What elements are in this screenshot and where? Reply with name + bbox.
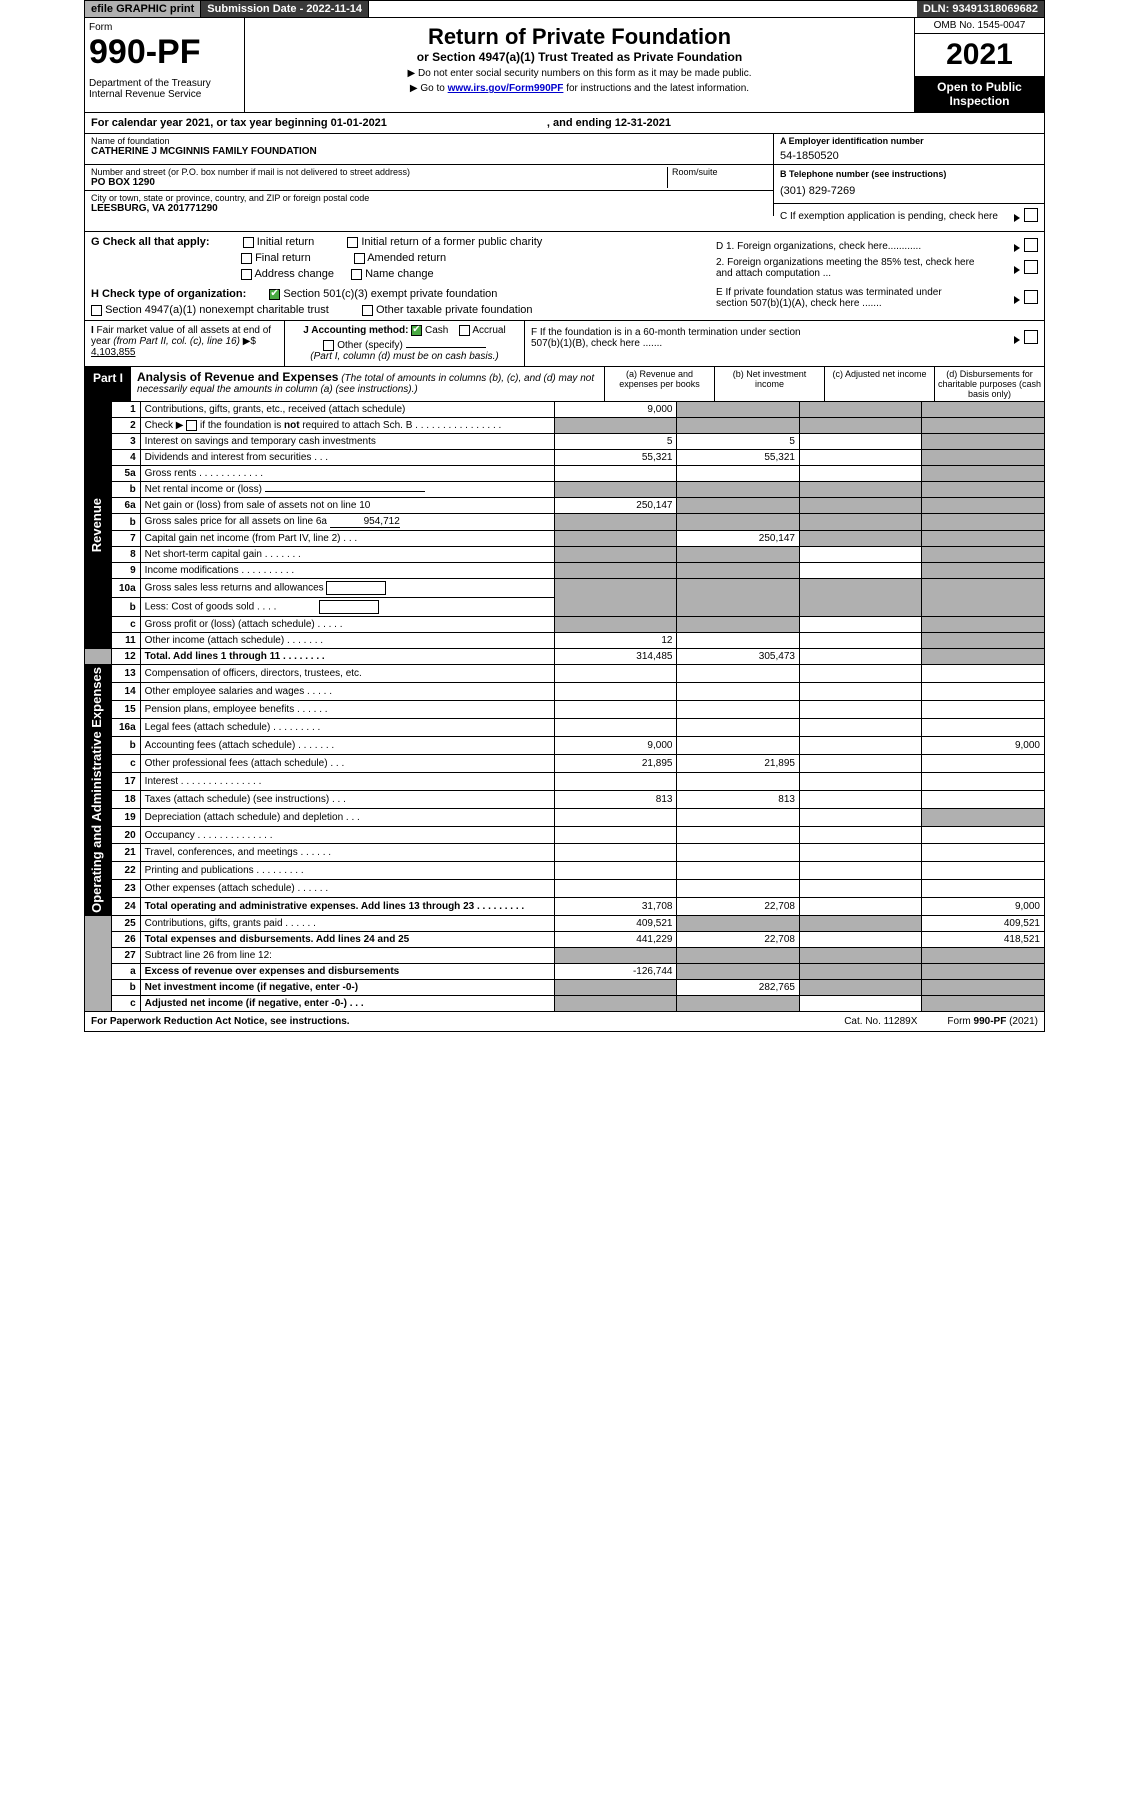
form-header: Form 990-PF Department of the TreasuryIn… (84, 18, 1045, 113)
ein-label: A Employer identification number (780, 136, 1038, 146)
initial-return-checkbox[interactable] (243, 237, 254, 248)
h-label: H Check type of organization: (91, 288, 246, 300)
tax-year: 2021 (915, 34, 1044, 76)
address-label: Number and street (or P.O. box number if… (91, 167, 667, 177)
omb-number: OMB No. 1545-0047 (915, 18, 1044, 34)
instruction-1: ▶ Do not enter social security numbers o… (251, 68, 908, 79)
calendar-year-row: For calendar year 2021, or tax year begi… (84, 113, 1045, 134)
footer: For Paperwork Reduction Act Notice, see … (84, 1012, 1045, 1032)
pra-notice: For Paperwork Reduction Act Notice, see … (91, 1016, 350, 1027)
arrow-icon (1014, 296, 1020, 304)
arrow-icon (1014, 244, 1020, 252)
arrow-icon (1014, 214, 1020, 222)
d2-checkbox[interactable] (1024, 260, 1038, 274)
final-return-checkbox[interactable] (241, 253, 252, 264)
i-value: 4,103,855 (91, 347, 136, 358)
col-c-header: (c) Adjusted net income (824, 367, 934, 401)
tel-label: B Telephone number (see instructions) (780, 169, 1038, 179)
col-b-header: (b) Net investment income (714, 367, 824, 401)
s501-checkbox[interactable] (269, 289, 280, 300)
other-method-checkbox[interactable] (323, 340, 334, 351)
form-ref: Form 990-PF (2021) (947, 1016, 1038, 1027)
city-label: City or town, state or province, country… (91, 193, 767, 203)
part-1-table: Revenue 1Contributions, gifts, grants, e… (84, 402, 1045, 1012)
open-public: Open to PublicInspection (915, 76, 1044, 112)
dln: DLN: 93491318069682 (917, 1, 1044, 17)
cat-no: Cat. No. 11289X (844, 1016, 917, 1027)
initial-former-checkbox[interactable] (347, 237, 358, 248)
form-title: Return of Private Foundation (251, 24, 908, 50)
room-label: Room/suite (672, 167, 767, 177)
i-label: I Fair market value of all assets at end… (91, 325, 271, 347)
c-checkbox[interactable] (1024, 208, 1038, 222)
efile-print-button[interactable]: efile GRAPHIC print (85, 1, 201, 17)
ein-value: 54-1850520 (780, 150, 1038, 162)
irs-link[interactable]: www.irs.gov/Form990PF (448, 83, 564, 94)
j-note: (Part I, column (d) must be on cash basi… (310, 351, 498, 362)
tel-value: (301) 829-7269 (780, 185, 1038, 197)
dept-treasury: Department of the TreasuryInternal Reven… (89, 78, 240, 100)
top-bar: efile GRAPHIC print Submission Date - 20… (84, 0, 1045, 18)
f-checkbox[interactable] (1024, 330, 1038, 344)
arrow-icon (1014, 266, 1020, 274)
part-1-desc: Analysis of Revenue and Expenses (The to… (131, 367, 604, 401)
j-label: J Accounting method: (303, 325, 408, 336)
arrow-icon (1014, 336, 1020, 344)
schb-checkbox[interactable] (186, 420, 197, 431)
addr-change-checkbox[interactable] (241, 269, 252, 280)
cash-checkbox[interactable] (411, 325, 422, 336)
g-label: G Check all that apply: (91, 236, 210, 248)
form-subtitle: or Section 4947(a)(1) Trust Treated as P… (251, 50, 908, 64)
e-checkbox[interactable] (1024, 290, 1038, 304)
c-label: C If exemption application is pending, c… (780, 211, 998, 222)
city-value: LEESBURG, VA 201771290 (91, 203, 767, 214)
name-change-checkbox[interactable] (351, 269, 362, 280)
form-number: 990-PF (89, 33, 240, 72)
col-a-header: (a) Revenue and expenses per books (604, 367, 714, 401)
submission-date: Submission Date - 2022-11-14 (201, 1, 369, 17)
foundation-name: CATHERINE J MCGINNIS FAMILY FOUNDATION (91, 146, 767, 157)
expenses-side: Operating and Administrative Expenses (89, 667, 104, 913)
d1-label: D 1. Foreign organizations, check here..… (716, 241, 921, 252)
accrual-checkbox[interactable] (459, 325, 470, 336)
s4947-checkbox[interactable] (91, 305, 102, 316)
instruction-2: ▶ Go to www.irs.gov/Form990PF for instru… (251, 83, 908, 94)
e-label: E If private foundation status was termi… (716, 287, 976, 309)
address-value: PO BOX 1290 (91, 177, 667, 188)
revenue-side: Revenue (89, 498, 104, 552)
d2-label: 2. Foreign organizations meeting the 85%… (716, 257, 976, 279)
other-taxable-checkbox[interactable] (362, 305, 373, 316)
form-label: Form (89, 22, 240, 33)
amended-checkbox[interactable] (354, 253, 365, 264)
d1-checkbox[interactable] (1024, 238, 1038, 252)
name-label: Name of foundation (91, 136, 767, 146)
part-1-label: Part I (85, 367, 131, 401)
f-label: F If the foundation is in a 60-month ter… (531, 327, 811, 349)
col-d-header: (d) Disbursements for charitable purpose… (934, 367, 1044, 401)
